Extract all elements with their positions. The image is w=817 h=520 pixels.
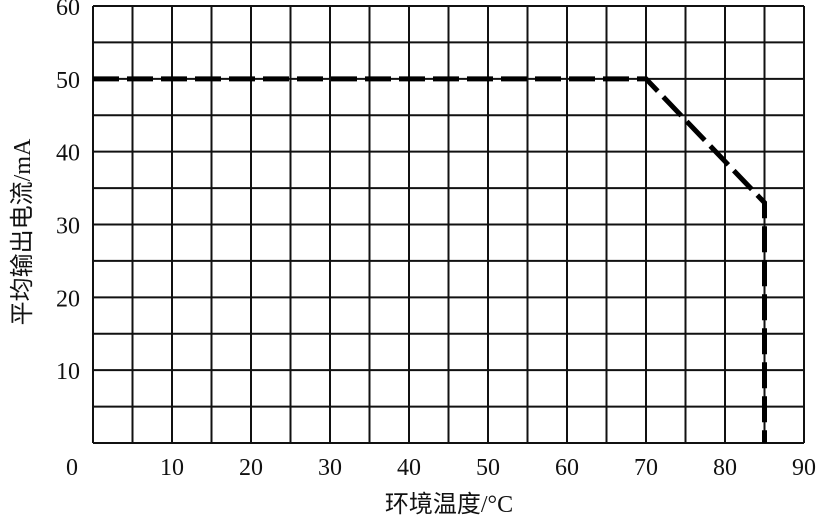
- x-tick-label: 60: [555, 455, 579, 481]
- x-tick-label: 40: [397, 455, 421, 481]
- x-tick-label: 20: [239, 455, 263, 481]
- y-tick-label: 50: [56, 68, 80, 94]
- x-tick-label: 50: [476, 455, 500, 481]
- tick-labels: 0 10 20 30 40 50 60 70 80 90 10 20 30 40 50 60: [56, 0, 816, 481]
- y-tick-label: 20: [56, 286, 80, 312]
- series: [93, 76, 767, 443]
- y-tick-label: 40: [56, 141, 80, 167]
- grid: [92, 5, 805, 444]
- series-line: [93, 76, 767, 443]
- x-tick-label: 80: [713, 455, 737, 481]
- x-tick-label: 70: [634, 455, 658, 481]
- x-tick-label: 90: [792, 455, 816, 481]
- y-tick-label: 10: [56, 359, 80, 385]
- x-tick-label: 0: [66, 455, 78, 481]
- x-axis-label: 环境温度/°C: [385, 491, 513, 518]
- y-tick-label: 30: [56, 214, 80, 240]
- x-tick-label: 30: [318, 455, 342, 481]
- x-tick-label: 10: [160, 455, 184, 481]
- y-tick-label: 60: [56, 0, 80, 21]
- y-axis-label: 平均输出电流/mA: [9, 138, 36, 325]
